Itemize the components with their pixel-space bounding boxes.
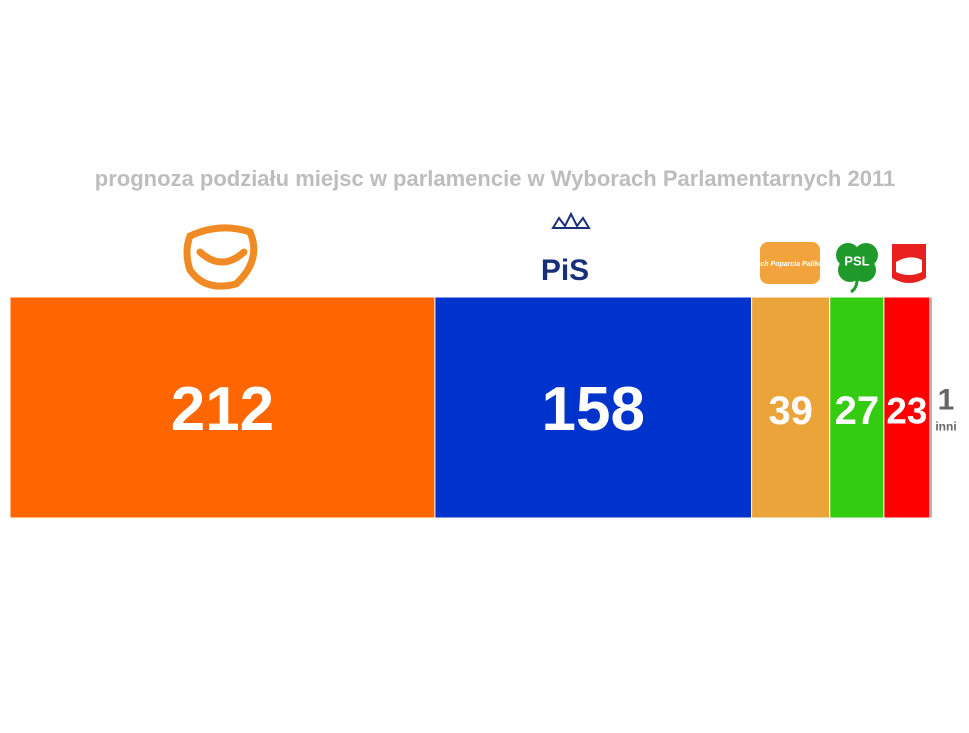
bar-segment (929, 296, 933, 519)
logo-ruch: Ruch Poparcia Palikota (751, 242, 829, 284)
value-label: 158 (542, 375, 645, 444)
value-label: 39 (768, 389, 813, 433)
bar-segment (9, 296, 436, 519)
value-label: 1 (938, 383, 955, 416)
logo-sld (892, 244, 926, 283)
chart-title: prognoza podziału miejsc w parlamencie w… (95, 166, 895, 191)
value-label: 23 (886, 390, 927, 431)
logo-pis: PiS (541, 211, 591, 287)
logo-po (183, 224, 258, 290)
value-label: 27 (835, 389, 880, 433)
logo-label: Ruch Poparcia Palikota (751, 261, 829, 268)
bar-segment (883, 296, 931, 519)
category-label: inni (935, 420, 956, 434)
logo-psl: PSL (836, 243, 878, 294)
bar-segment (434, 296, 753, 519)
bar-segment (829, 296, 885, 519)
bar-segment (751, 296, 831, 519)
logo-label: PiS (541, 254, 589, 287)
value-label: 212 (171, 375, 274, 444)
logo-label: PSL (844, 253, 869, 268)
